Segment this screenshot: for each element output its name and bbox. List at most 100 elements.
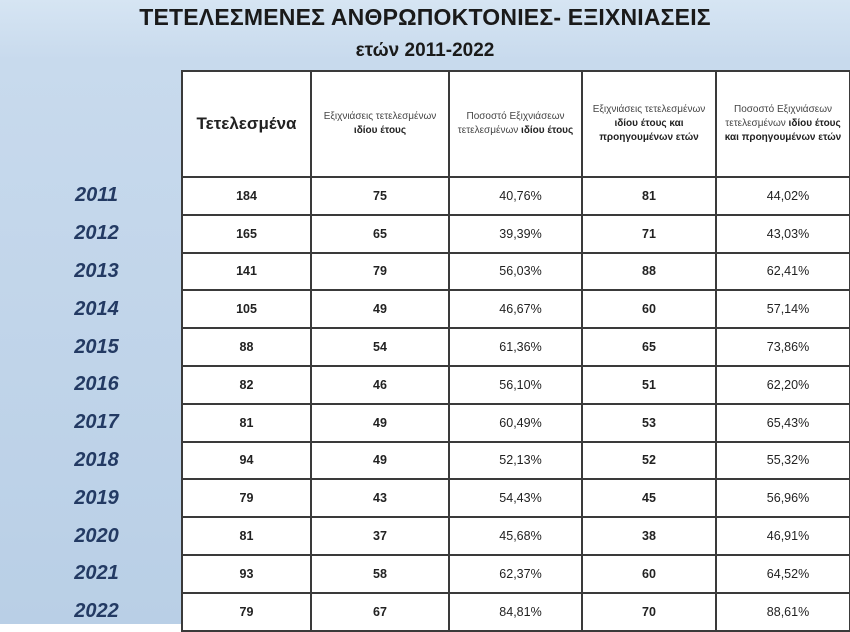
page-title: ΤΕΤΕΛΕΣΜΕΝΕΣ ΑΝΘΡΩΠΟΚΤΟΝΙΕΣ- ΕΞΙΧΝΙΑΣΕΙΣ (139, 4, 711, 30)
cell-committed: 81 (181, 516, 312, 556)
cell-pct-incl-prev: 57,14% (715, 289, 850, 330)
table-row: 2019 79 43 54,43% 45 56,96% (0, 478, 850, 519)
cell-solved-incl-prev: 60 (581, 553, 717, 594)
cell-solved-incl-prev: 70 (581, 591, 717, 632)
cell-pct-incl-prev: 88,61% (715, 591, 850, 632)
cell-committed: 79 (181, 478, 312, 519)
cell-solved-same-year: 46 (310, 364, 450, 405)
year-label: 2012 (74, 222, 119, 245)
cell-solved-same-year: 79 (310, 251, 450, 292)
cell-committed: 93 (181, 553, 312, 594)
cell-committed: 105 (181, 289, 312, 330)
header-pct-same-year-bold: ιδίου έτους (521, 125, 574, 136)
header-year-blank (0, 71, 182, 177)
cell-pct-incl-prev: 62,41% (715, 251, 850, 292)
table-row: 2012 165 65 39,39% 71 43,03% (0, 213, 850, 254)
cell-solved-incl-prev: 65 (581, 327, 717, 367)
cell-committed: 79 (181, 591, 312, 632)
table-row: 2021 93 58 62,37% 60 64,52% (0, 553, 850, 594)
cell-pct-same-year: 84,81% (448, 591, 583, 632)
year-label: 2011 (74, 184, 118, 207)
cell-solved-incl-prev: 60 (581, 289, 717, 330)
cell-pct-same-year: 62,37% (448, 553, 583, 594)
cell-pct-incl-prev: 43,03% (715, 213, 850, 254)
year-label: 2013 (74, 259, 119, 282)
table-row: 2018 94 49 52,13% 52 55,32% (0, 440, 850, 481)
header-solved-incl-prev-bold: ιδίου έτους και προηγουμένων ετών (599, 118, 699, 143)
cell-solved-same-year: 54 (310, 327, 450, 367)
table-row: 2017 81 49 60,49% 53 65,43% (0, 402, 850, 443)
cell-solved-incl-prev: 71 (581, 213, 717, 254)
year-label: 2014 (74, 297, 119, 320)
year-label: 2022 (74, 600, 119, 623)
header-solved-incl-prev-pre: Εξιχνιάσεις τετελεσμένων (592, 104, 706, 115)
cell-pct-same-year: 46,67% (448, 289, 583, 330)
cell-pct-same-year: 45,68% (448, 516, 583, 556)
cell-pct-incl-prev: 62,20% (715, 364, 850, 405)
cell-pct-incl-prev: 73,86% (715, 327, 850, 367)
header-pct-same-year-pre: Ποσοστό Εξιχνιάσεων τετελεσμένων (457, 111, 565, 136)
cell-committed: 88 (181, 327, 312, 367)
cell-solved-same-year: 49 (310, 440, 450, 481)
header-pct-same-year: Ποσοστό Εξιχνιάσεων τετελεσμένων ιδίου έ… (448, 70, 583, 178)
year-label: 2020 (74, 524, 119, 547)
cell-pct-incl-prev: 65,43% (715, 402, 850, 443)
cell-pct-incl-prev: 55,32% (715, 440, 850, 481)
cell-solved-same-year: 49 (310, 402, 450, 443)
cell-pct-same-year: 56,10% (448, 364, 583, 405)
table-row: 2016 82 46 56,10% 51 62,20% (0, 364, 850, 405)
year-label: 2021 (74, 562, 119, 585)
year-label: 2016 (74, 373, 119, 396)
header-pct-incl-prev-bold: ιδίου έτους και προηγουμένων ετών (724, 118, 842, 143)
cell-pct-same-year: 39,39% (448, 213, 583, 254)
table-body: 2011 184 75 40,76% 81 44,02% 2012 165 65 39,39% 71… (0, 176, 850, 632)
cell-committed: 94 (181, 440, 312, 481)
cell-pct-incl-prev: 64,52% (715, 553, 850, 594)
cell-pct-same-year: 56,03% (448, 251, 583, 292)
cell-solved-same-year: 37 (310, 516, 450, 556)
header-pct-incl-prev: Ποσοστό Εξιχνιάσεων τετελεσμένων ιδίου έ… (715, 70, 850, 178)
table-row: 2014 105 49 46,67% 60 57,14% (0, 289, 850, 330)
cell-pct-incl-prev: 56,96% (715, 478, 850, 519)
homicides-table: Τετελεσμένα Εξιχνιάσεις τετελεσμένων ιδί… (0, 70, 850, 632)
header-solved-incl-prev: Εξιχνιάσεις τετελεσμένων ιδίου έτους και… (581, 70, 717, 178)
cell-pct-same-year: 40,76% (448, 176, 583, 216)
table-row: 2011 184 75 40,76% 81 44,02% (0, 176, 850, 216)
year-label: 2018 (74, 448, 119, 471)
cell-pct-same-year: 61,36% (448, 327, 583, 367)
header-committed-label: Τετελεσμένα (196, 114, 297, 133)
cell-solved-incl-prev: 81 (581, 176, 717, 216)
page-subtitle: ετών 2011-2022 (355, 40, 495, 61)
cell-committed: 184 (181, 176, 312, 216)
cell-solved-same-year: 67 (310, 591, 450, 632)
cell-solved-same-year: 75 (310, 176, 450, 216)
table-row: 2022 79 67 84,81% 70 88,61% (0, 591, 850, 632)
header-row: Τετελεσμένα Εξιχνιάσεις τετελεσμένων ιδί… (0, 70, 850, 178)
cell-solved-incl-prev: 38 (581, 516, 717, 556)
cell-pct-incl-prev: 44,02% (715, 176, 850, 216)
cell-pct-same-year: 52,13% (448, 440, 583, 481)
cell-committed: 165 (181, 213, 312, 254)
cell-solved-same-year: 49 (310, 289, 450, 330)
cell-solved-incl-prev: 52 (581, 440, 717, 481)
cell-solved-incl-prev: 51 (581, 364, 717, 405)
header-pct-incl-prev-pre: Ποσοστό Εξιχνιάσεων τετελεσμένων (725, 104, 833, 129)
cell-committed: 141 (181, 251, 312, 292)
cell-solved-same-year: 65 (310, 213, 450, 254)
header-solved-same-year-pre: Εξιχνιάσεις τετελεσμένων (323, 111, 437, 122)
table-row: 2015 88 54 61,36% 65 73,86% (0, 327, 850, 367)
cell-solved-incl-prev: 45 (581, 478, 717, 519)
cell-committed: 81 (181, 402, 312, 443)
year-label: 2015 (74, 335, 119, 358)
cell-pct-same-year: 54,43% (448, 478, 583, 519)
table-row: 2013 141 79 56,03% 88 62,41% (0, 251, 850, 292)
cell-solved-same-year: 58 (310, 553, 450, 594)
cell-solved-incl-prev: 88 (581, 251, 717, 292)
cell-pct-same-year: 60,49% (448, 402, 583, 443)
cell-solved-incl-prev: 53 (581, 402, 717, 443)
header-solved-same-year: Εξιχνιάσεις τετελεσμένων ιδίου έτους (310, 70, 450, 178)
cell-solved-same-year: 43 (310, 478, 450, 519)
cell-committed: 82 (181, 364, 312, 405)
table-row: 2020 81 37 45,68% 38 46,91% (0, 516, 850, 556)
header-solved-same-year-bold: ιδίου έτους (353, 125, 407, 136)
